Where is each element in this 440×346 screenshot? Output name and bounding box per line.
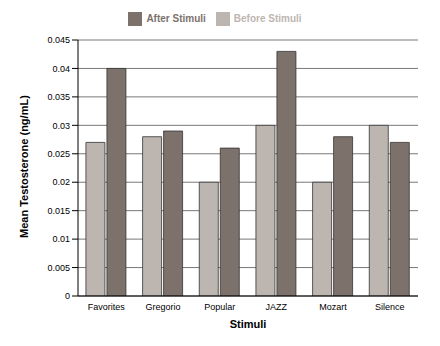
svg-text:JAZZ: JAZZ — [266, 302, 288, 312]
svg-text:Favorites: Favorites — [88, 302, 126, 312]
html-text:After Stimuli: After Stimuli — [146, 12, 206, 24]
svg-text:0.04: 0.04 — [52, 64, 70, 74]
svg-text:Popular: Popular — [204, 302, 235, 312]
svg-text:0.035: 0.035 — [47, 92, 70, 102]
svg-text:0: 0 — [65, 291, 70, 301]
html-text:Before Stimuli: Before Stimuli — [233, 12, 302, 24]
svg-text:Mean Testosterone (ng/mL): Mean Testosterone (ng/mL) — [18, 95, 30, 238]
svg-text:0.025: 0.025 — [47, 149, 70, 159]
svg-text:Silence: Silence — [375, 302, 405, 312]
svg-text:0.005: 0.005 — [47, 263, 70, 273]
svg-text:Mozart: Mozart — [319, 302, 347, 312]
svg-text:0.045: 0.045 — [47, 35, 70, 45]
svg-text:Gregorio: Gregorio — [145, 302, 180, 312]
svg-text:0.015: 0.015 — [47, 206, 70, 216]
svg-text:Stimuli: Stimuli — [230, 318, 267, 330]
svg-text:0.03: 0.03 — [52, 121, 70, 131]
svg-text:0.02: 0.02 — [52, 177, 70, 187]
svg-text:0.01: 0.01 — [52, 234, 70, 244]
